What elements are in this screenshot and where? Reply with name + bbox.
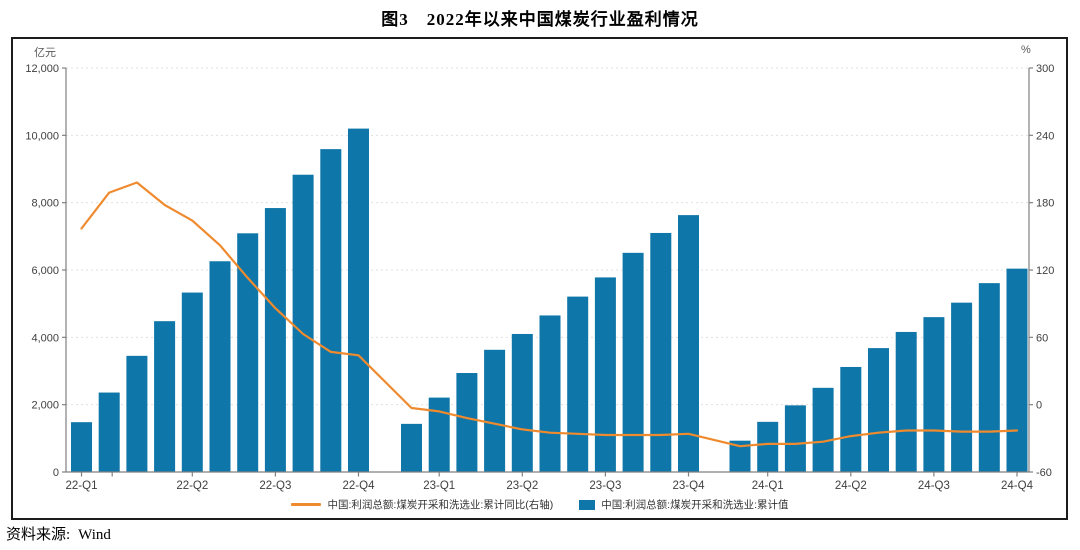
- bar-series: [71, 128, 1028, 473]
- bar: [757, 421, 779, 472]
- bar: [320, 149, 342, 473]
- bar: [539, 315, 561, 472]
- left-tick-label: 2,000: [31, 400, 59, 412]
- bar: [729, 440, 751, 472]
- bar: [784, 405, 806, 472]
- bar: [650, 232, 672, 472]
- left-tick-label: 0: [53, 467, 59, 479]
- bar: [181, 292, 203, 472]
- bar: [840, 366, 862, 472]
- bar: [209, 261, 231, 472]
- bar: [895, 331, 917, 472]
- x-tick-label: 24-Q2: [835, 480, 867, 492]
- x-tick-label: 22-Q4: [343, 480, 376, 492]
- right-tick-label: 180: [1036, 198, 1054, 210]
- bar: [401, 423, 422, 472]
- right-axis-ticks: -60 0 60 120 180 240 300: [1029, 63, 1054, 479]
- x-tick-label: 23-Q4: [673, 480, 706, 492]
- legend-label-cumulative: 中国:利润总额:煤炭开采和洗选业:累计值: [601, 499, 789, 511]
- left-tick-label: 10,000: [25, 130, 59, 142]
- legend-item-cumulative-bar: 中国:利润总额:煤炭开采和洗选业:累计值: [579, 497, 789, 512]
- x-tick-label: 22-Q3: [259, 480, 291, 492]
- source-label: 资料来源:: [6, 527, 71, 543]
- bar: [594, 277, 616, 472]
- left-tick-label: 8,000: [31, 198, 59, 210]
- right-tick-label: 300: [1036, 63, 1054, 75]
- x-tick-label: 24-Q1: [752, 480, 784, 492]
- bar: [292, 174, 314, 472]
- bar: [484, 349, 506, 472]
- bar: [951, 302, 973, 472]
- bar: [622, 252, 644, 472]
- bar: [868, 348, 889, 472]
- page-title: 图3 2022年以来中国煤炭行业盈利情况: [381, 10, 699, 29]
- bar-series-marker-icon: [579, 499, 596, 510]
- left-tick-label: 4,000: [31, 332, 59, 344]
- legend-item-yoy-line: 中国:利润总额:煤炭开采和洗选业:累计同比(右轴): [291, 497, 553, 512]
- line-series-marker-icon: [291, 503, 322, 506]
- x-tick-label: 23-Q2: [506, 480, 538, 492]
- bar: [923, 317, 945, 472]
- bar: [71, 422, 92, 472]
- bar: [511, 333, 533, 472]
- x-tick-label: 23-Q1: [423, 480, 455, 492]
- bar: [567, 296, 589, 472]
- bar: [978, 283, 1000, 472]
- left-tick-label: 12,000: [25, 63, 59, 75]
- x-tick-label: 24-Q4: [1001, 480, 1034, 492]
- x-tick-label: 22-Q2: [176, 480, 208, 492]
- x-tick-label: 24-Q3: [918, 480, 950, 492]
- bar: [1006, 268, 1028, 472]
- right-tick-label: -60: [1036, 467, 1052, 479]
- bar: [428, 397, 450, 472]
- bar: [264, 208, 286, 472]
- source-note: 资料来源: Wind: [6, 523, 111, 544]
- bar: [237, 233, 259, 472]
- chart-legend: 中国:利润总额:煤炭开采和洗选业:累计同比(右轴) 中国:利润总额:煤炭开采和洗…: [0, 497, 1080, 512]
- bar: [678, 215, 699, 472]
- left-axis-ticks: 0 2,000 4,000 6,000 8,000 10,000 12,000: [25, 63, 66, 479]
- x-axis-ticks: 22-Q1 22-Q2 22-Q3 22-Q4 23-Q1 23-Q2 23-Q3 23-Q4…: [66, 472, 1034, 492]
- bar: [348, 128, 369, 472]
- bar: [98, 392, 120, 472]
- left-tick-label: 6,000: [31, 265, 59, 277]
- bar: [812, 387, 834, 472]
- right-tick-label: 240: [1036, 130, 1054, 142]
- bar: [126, 355, 148, 472]
- right-tick-label: 120: [1036, 265, 1054, 277]
- source-value: Wind: [78, 527, 111, 543]
- legend-label-yoy: 中国:利润总额:煤炭开采和洗选业:累计同比(右轴): [327, 499, 554, 511]
- right-tick-label: 60: [1036, 332, 1048, 344]
- bar: [154, 321, 176, 472]
- x-tick-label: 22-Q1: [66, 480, 98, 492]
- right-tick-label: 0: [1036, 400, 1042, 412]
- right-axis-unit-label: %: [1021, 44, 1031, 56]
- bar: [456, 373, 478, 472]
- x-tick-label: 23-Q3: [589, 480, 621, 492]
- left-axis-unit-label: 亿元: [34, 47, 56, 59]
- yoy-line-series: [80, 181, 1019, 448]
